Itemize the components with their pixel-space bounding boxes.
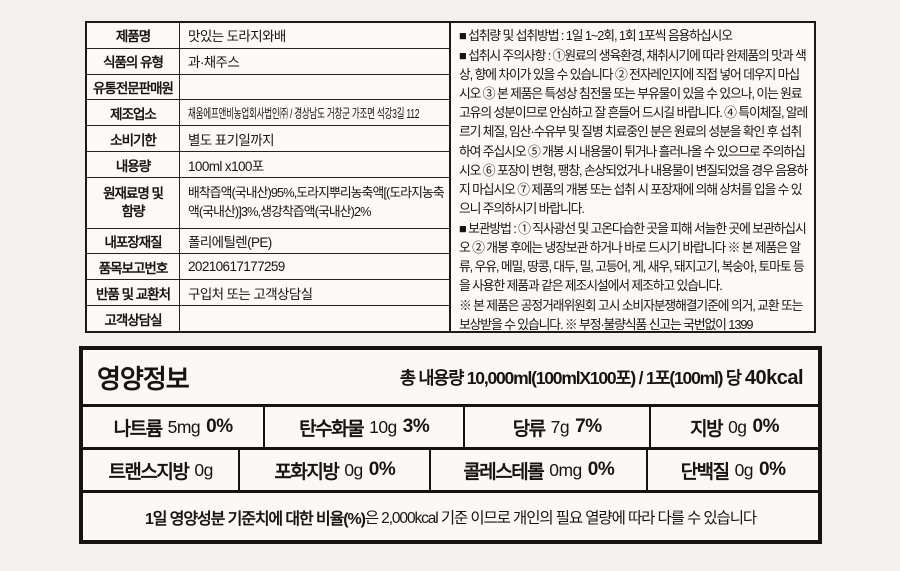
nutrient-amount: 0g	[734, 459, 754, 480]
product-info-row: 내용량 100ml x100포	[87, 152, 449, 178]
nutrient-name: 콜레스테롤	[463, 461, 544, 483]
nutrition-row: 트랜스지방 0g 포화지방 0g 0% 콜레스테롤 0mg 0% 단백질 0g …	[83, 450, 818, 493]
nutrient-amount: 0g	[194, 459, 213, 480]
nutrition-panel: 영양정보 총 내용량 10,000ml(100mlX100포) / 1포(100…	[79, 346, 822, 544]
nutrient-percent: 7%	[575, 416, 602, 437]
product-info-label: 제품명	[87, 23, 180, 48]
product-info-value: 폴리에틸렌(PE)	[188, 235, 272, 251]
nutrient-percent: 0%	[368, 459, 396, 480]
nutrient-name: 지방	[690, 418, 723, 440]
nutrition-footnote-bold: 1일 영양성분 기준치에 대한 비율(%)	[144, 510, 366, 528]
nutrient-name: 포화지방	[274, 461, 339, 483]
nutrient-cell-protein: 단백질 0g 0%	[648, 450, 818, 490]
product-info-label: 소비기한	[87, 126, 180, 152]
product-info-row: 식품의 유형 과·채주스	[87, 48, 449, 75]
precautions-text: ■ 섭취시 주의사항 : ①원료의 생육환경, 채취시기에 따라 완제품의 맛과…	[459, 48, 808, 216]
product-info-row: 반품 및 교환처 구입처 또는 고객상담실	[87, 280, 449, 307]
nutrient-cell-trans-fat: 트랜스지방 0g	[83, 450, 241, 490]
product-info-label: 고객상담실	[87, 306, 180, 331]
product-info-value	[180, 75, 449, 100]
nutrient-percent: 0%	[752, 416, 780, 437]
nutrient-cell-fat: 지방 0g 0%	[651, 407, 818, 447]
product-info-label: 제조업소	[87, 100, 180, 126]
product-info-row: 제품명 맛있는 도라지와배	[87, 23, 449, 49]
manufacturer-address: 채움에프앤비농업회사법인㈜ / 경상남도 거창군 가조면 석강3길 112	[188, 106, 420, 122]
intake-method-text: ■ 섭취량 및 섭취방법 : 1일 1~2회, 1회 1포씩 음용하십시오	[459, 28, 733, 43]
nutrient-cell-sodium: 나트륨 5mg 0%	[83, 407, 266, 447]
storage-text: ■ 보관방법 : ① 직사광선 및 고온다습한 곳을 피해 서늘한 곳에 보관하…	[459, 220, 807, 294]
product-info-value: 20210617177259	[188, 259, 285, 275]
product-info-value: 배착즙액(국내산)95%,도라지뿌리농축액[(도라지농축액(국내산)]3%,생강…	[188, 185, 445, 219]
product-info-value: 맛있는 도라지와배	[188, 29, 286, 45]
product-info-row: 소비기한 별도 표기일까지	[87, 126, 449, 153]
nutrient-name: 당류	[512, 418, 546, 440]
nutrition-row: 나트륨 5mg 0% 탄수화물 10g 3% 당류 7g 7% 지방 0g 0%	[83, 407, 818, 450]
product-info-row: 유통전문판매원	[87, 74, 449, 101]
nutrition-footnote-rest: 은 2,000kcal 기준 이므로 개인의 필요 열량에 따라 다를 수 있습…	[364, 509, 757, 527]
product-info-row: 내포장재질 폴리에틸렌(PE)	[87, 228, 449, 255]
product-info-value	[180, 306, 449, 331]
product-info-row: 품목보고번호 20210617177259	[87, 254, 449, 281]
product-info-label: 원재료명 및 함량	[87, 177, 180, 228]
nutrient-amount: 10g	[369, 416, 397, 437]
product-info-value: 채움에프앤비농업회사법인㈜ / 경상남도 거창군 가조면 석강3길 112	[180, 100, 449, 125]
product-info-label: 유통전문판매원	[87, 74, 180, 100]
nutrient-cell-cholesterol: 콜레스테롤 0mg 0%	[431, 450, 649, 490]
product-info-panel: 제품명 맛있는 도라지와배 식품의 유형 과·채주스 유통전문판매원 제조업소 …	[85, 21, 816, 333]
nutrient-cell-saturated-fat: 포화지방 0g 0%	[240, 450, 432, 490]
product-info-label: 품목보고번호	[87, 254, 180, 280]
nutrient-amount: 5mg	[167, 416, 201, 437]
nutrient-amount: 0g	[344, 459, 363, 480]
exchange-notice-text: ※ 본 제품은 공정거래위원회 고시 소비자분쟁해결기준에 의거, 교환 또는 …	[459, 298, 803, 333]
nutrient-cell-sugars: 당류 7g 7%	[465, 407, 652, 447]
nutrition-title: 영양정보	[97, 363, 190, 394]
nutrient-percent: 0%	[759, 459, 786, 480]
product-info-value: 구입처 또는 고객상담실	[188, 286, 313, 302]
nutrient-percent: 0%	[206, 416, 233, 437]
product-info-label: 내용량	[87, 152, 180, 177]
nutrient-percent: 0%	[587, 459, 615, 480]
nutrient-amount: 0mg	[549, 459, 582, 480]
notices-panel: ■ 섭취량 및 섭취방법 : 1일 1~2회, 1회 1포씩 음용하십시오 ■ …	[451, 23, 814, 333]
product-info-value: 100ml x100포	[188, 158, 264, 174]
nutrient-name: 단백질	[680, 461, 730, 483]
nutrition-calories: 40kcal	[744, 366, 804, 389]
serving-size-text: 총 내용량 10,000ml(100mlX100포) / 1포(100ml) 당	[399, 367, 742, 388]
nutrient-percent: 3%	[402, 416, 430, 437]
nutrient-name: 탄수화물	[299, 418, 364, 440]
product-info-label: 내포장재질	[87, 228, 180, 254]
nutrient-amount: 7g	[550, 416, 570, 437]
nutrient-cell-carbohydrate: 탄수화물 10g 3%	[265, 407, 466, 447]
product-info-row: 고객상담실	[87, 306, 449, 331]
nutrient-name: 트랜스지방	[108, 461, 189, 483]
product-info-label: 반품 및 교환처	[87, 280, 180, 306]
product-info-value: 과·채주스	[188, 55, 240, 71]
product-info-value: 별도 표기일까지	[188, 132, 275, 148]
nutrient-amount: 0g	[728, 416, 747, 437]
product-info-label: 식품의 유형	[87, 48, 180, 74]
product-info-table: 제품명 맛있는 도라지와배 식품의 유형 과·채주스 유통전문판매원 제조업소 …	[87, 23, 451, 331]
nutrient-name: 나트륨	[113, 418, 163, 440]
nutrition-footnote: 1일 영양성분 기준치에 대한 비율(%) 은 2,000kcal 기준 이므로 …	[83, 493, 818, 540]
nutrition-header: 영양정보 총 내용량 10,000ml(100mlX100포) / 1포(100…	[83, 350, 818, 407]
nutrition-serving-summary: 총 내용량 10,000ml(100mlX100포) / 1포(100ml) 당…	[399, 365, 804, 390]
product-info-row: 제조업소 채움에프앤비농업회사법인㈜ / 경상남도 거창군 가조면 석강3길 1…	[87, 100, 449, 127]
product-info-row: 원재료명 및 함량 배착즙액(국내산)95%,도라지뿌리농축액[(도라지농축액(…	[87, 177, 449, 229]
